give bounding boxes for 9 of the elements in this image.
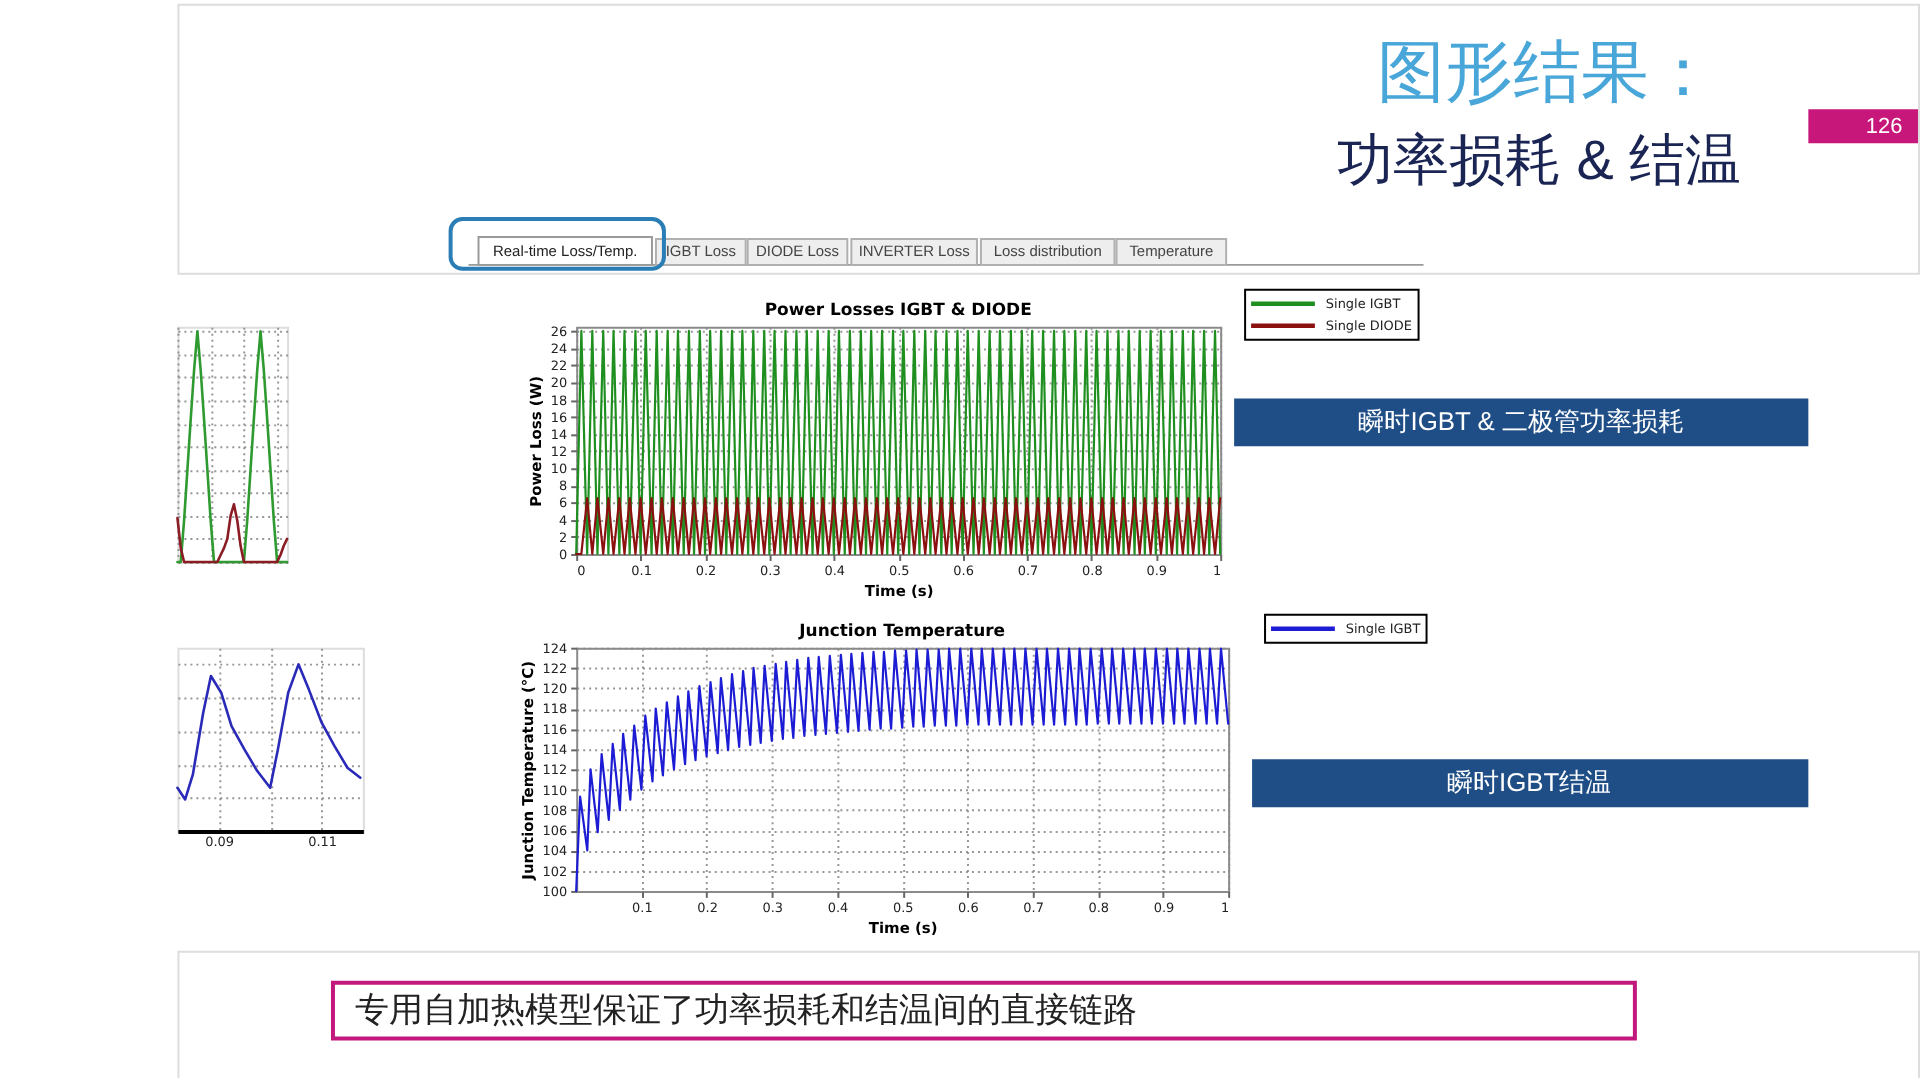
text: 图形结果： [1377,35,1718,112]
text: 功率损耗 & 结温 [1337,129,1742,192]
line-series [575,647,1230,893]
chart-title: Junction Temperature [797,619,1006,640]
text: 126 [1865,115,1903,140]
text: 瞬时IGBT结温 [1447,767,1612,798]
chart-title: Power Losses IGBT & DIODE [764,298,1033,319]
text: 专用自加热模型保证了功率损耗和结温间的直接链路 [354,990,1137,1029]
text: 瞬时IGBT & 二极管功率损耗 [1358,406,1685,437]
